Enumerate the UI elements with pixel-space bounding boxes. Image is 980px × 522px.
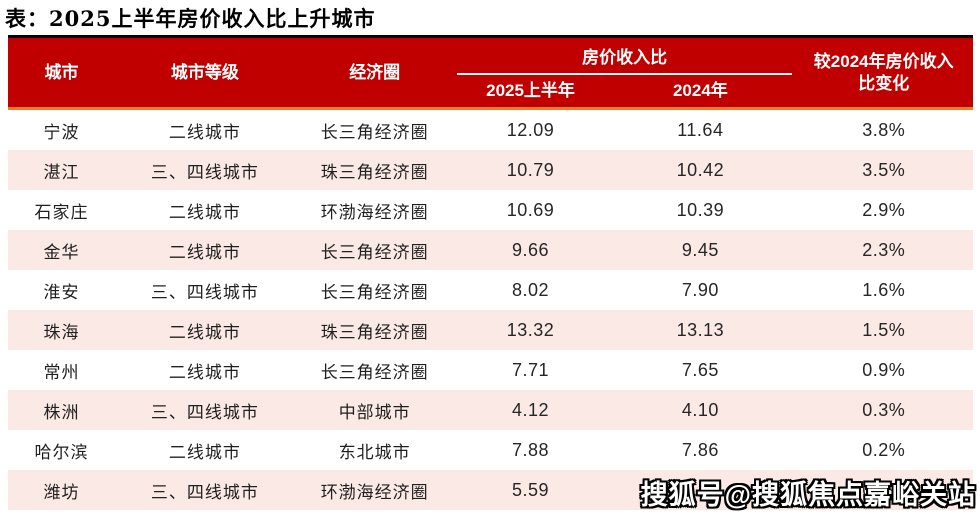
cell-ratio-2025h1: 10.69 <box>506 199 555 220</box>
column-header-change-label: 较2024年房价收入比变化 <box>813 52 954 93</box>
cell-change: 1.5% <box>862 319 906 340</box>
cell-tier: 二线城市 <box>168 322 241 343</box>
table-header: 城市 城市等级 经济圈 房价收入比 较2024年房价收入比变化 2025上半年 … <box>8 35 973 110</box>
cell-ratio-2025h1: 8.02 <box>512 279 550 300</box>
cell-ratio-2025h1: 4.12 <box>512 399 550 420</box>
table-row: 宁波 二线城市 长三角经济圈 12.09 11.64 3.8% <box>8 110 973 150</box>
data-table: 城市 城市等级 经济圈 房价收入比 较2024年房价收入比变化 2025上半年 … <box>8 35 973 510</box>
cell-region: 环渤海经济圈 <box>320 482 429 503</box>
cell-city: 淮安 <box>43 282 80 303</box>
cell-change: 2.3% <box>862 239 906 260</box>
table-row: 常州 二线城市 长三角经济圈 7.71 7.65 0.9% <box>8 350 973 390</box>
cell-region: 长三角经济圈 <box>320 282 429 303</box>
cell-region: 珠三角经济圈 <box>320 162 429 183</box>
cell-change: 1.6% <box>862 279 906 300</box>
column-header-2024: 2024年 <box>672 81 728 101</box>
table-row: 珠海 二线城市 珠三角经济圈 13.32 13.13 1.5% <box>8 310 973 350</box>
cell-city: 株洲 <box>43 402 80 423</box>
cell-tier: 二线城市 <box>168 442 241 463</box>
column-header-2025h1: 2025上半年 <box>486 81 575 101</box>
cell-ratio-2025h1: 12.09 <box>506 119 555 140</box>
cell-region: 长三角经济圈 <box>320 242 429 263</box>
cell-city: 常州 <box>43 362 80 383</box>
cell-ratio-2025h1: 13.32 <box>506 319 555 340</box>
cell-region: 珠三角经济圈 <box>320 322 429 343</box>
cell-ratio-2024: 10.42 <box>676 159 725 180</box>
cell-region: 东北城市 <box>338 442 411 463</box>
table-row: 株洲 三、四线城市 中部城市 4.12 4.10 0.3% <box>8 390 973 430</box>
cell-region: 中部城市 <box>338 402 411 423</box>
cell-ratio-2025h1: 7.71 <box>512 359 550 380</box>
cell-ratio-2024: 5.58 <box>681 479 719 500</box>
cell-tier: 三、四线城市 <box>150 282 259 303</box>
cell-change: 0.3% <box>862 399 906 420</box>
cell-ratio-2024: 4.10 <box>681 399 719 420</box>
cell-change: 2.9% <box>862 199 906 220</box>
column-group-header-ratio: 房价收入比 <box>456 38 793 75</box>
cell-ratio-2025h1: 5.59 <box>512 479 550 500</box>
table-body: 宁波 二线城市 长三角经济圈 12.09 11.64 3.8% 湛江 三、四线城… <box>8 110 973 510</box>
column-header-tier: 城市等级 <box>170 62 239 82</box>
table-row: 金华 二线城市 长三角经济圈 9.66 9.45 2.3% <box>8 230 973 270</box>
cell-ratio-2024: 7.86 <box>681 439 719 460</box>
cell-city: 哈尔滨 <box>34 442 89 463</box>
cell-ratio-2024: 11.64 <box>677 119 724 140</box>
cell-change: 0.2% <box>862 479 906 500</box>
cell-region: 长三角经济圈 <box>320 122 429 143</box>
cell-ratio-2024: 7.65 <box>681 359 719 380</box>
cell-tier: 三、四线城市 <box>150 482 259 503</box>
table-row: 哈尔滨 二线城市 东北城市 7.88 7.86 0.2% <box>8 430 973 470</box>
figure-title: 表：2025上半年房价收入比上升城市 <box>5 6 376 31</box>
watermark: 搜狐号@搜狐焦点嘉峪关站 <box>640 480 976 510</box>
cell-tier: 二线城市 <box>168 122 241 143</box>
table-row: 淮安 三、四线城市 长三角经济圈 8.02 7.90 1.6% <box>8 270 973 310</box>
cell-ratio-2025h1: 10.79 <box>506 159 555 180</box>
cell-region: 长三角经济圈 <box>320 362 429 383</box>
cell-ratio-2025h1: 9.66 <box>512 239 550 260</box>
cell-ratio-2024: 13.13 <box>676 319 725 340</box>
cell-ratio-2024: 9.45 <box>681 239 719 260</box>
cell-tier: 三、四线城市 <box>150 162 259 183</box>
cell-tier: 二线城市 <box>168 362 241 383</box>
column-header-region: 经济圈 <box>349 62 401 82</box>
cell-city: 金华 <box>43 242 80 263</box>
table-row: 湛江 三、四线城市 珠三角经济圈 10.79 10.42 3.5% <box>8 150 973 190</box>
table-row: 石家庄 二线城市 环渤海经济圈 10.69 10.39 2.9% <box>8 190 973 230</box>
cell-ratio-2024: 7.90 <box>681 279 719 300</box>
cell-change: 3.5% <box>862 159 906 180</box>
cell-city: 湛江 <box>43 162 80 183</box>
column-header-change: 较2024年房价收入比变化 <box>794 38 973 107</box>
cell-city: 潍坊 <box>43 482 80 503</box>
cell-tier: 二线城市 <box>168 242 241 263</box>
cell-region: 环渤海经济圈 <box>320 202 429 223</box>
cell-city: 宁波 <box>43 122 80 143</box>
cell-tier: 二线城市 <box>168 202 241 223</box>
cell-city: 珠海 <box>43 322 80 343</box>
column-header-city: 城市 <box>44 62 79 82</box>
cell-change: 0.2% <box>862 439 906 460</box>
cell-city: 石家庄 <box>34 202 89 223</box>
cell-ratio-2024: 10.39 <box>676 199 725 220</box>
cell-ratio-2025h1: 7.88 <box>512 439 550 460</box>
cell-tier: 三、四线城市 <box>150 402 259 423</box>
cell-change: 0.9% <box>862 359 906 380</box>
cell-change: 3.8% <box>862 119 906 140</box>
table-row: 潍坊 三、四线城市 环渤海经济圈 5.59 5.58 0.2% <box>8 470 973 510</box>
